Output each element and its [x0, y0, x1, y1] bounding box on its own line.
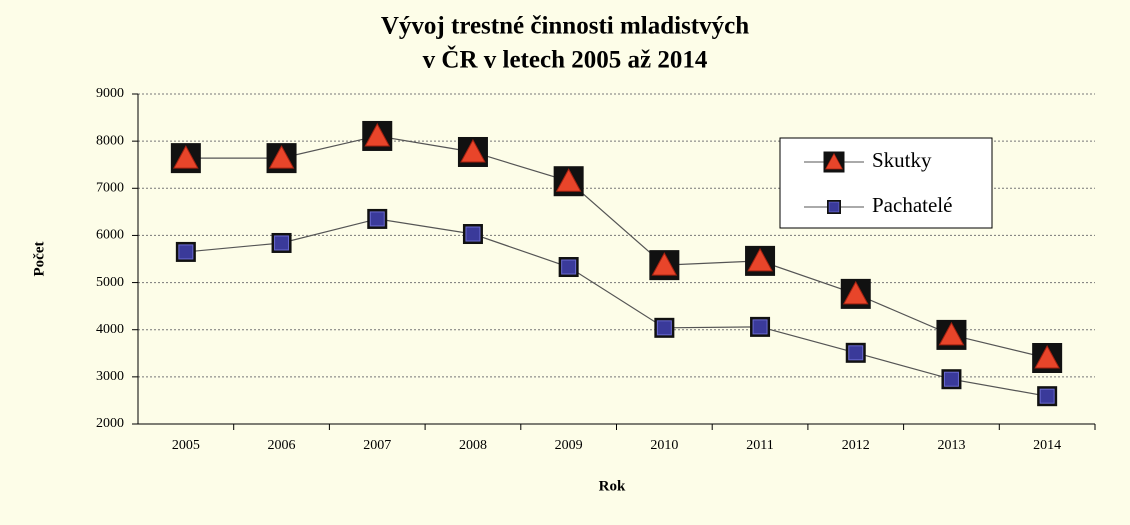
legend-marker	[827, 200, 841, 214]
x-tick-label: 2006	[268, 438, 296, 453]
data-point	[170, 143, 201, 174]
y-tick-label: 7000	[96, 181, 124, 196]
marker-shape	[848, 345, 864, 361]
y-tick-label: 3000	[96, 369, 124, 384]
x-tick-label: 2008	[459, 438, 487, 453]
x-tick-label: 2011	[746, 438, 773, 453]
data-point	[553, 166, 584, 197]
data-point	[362, 120, 393, 151]
data-point	[457, 136, 488, 167]
y-tick-label: 4000	[96, 322, 124, 337]
data-point	[1037, 386, 1058, 407]
data-point	[271, 232, 292, 253]
legend-label: Skutky	[872, 148, 932, 172]
data-point	[1032, 343, 1063, 373]
data-point	[941, 369, 962, 390]
marker-shape	[173, 145, 199, 169]
marker-shape	[943, 371, 959, 387]
data-point	[840, 278, 871, 309]
x-tick-label: 2012	[842, 438, 870, 453]
data-point	[462, 224, 483, 245]
data-point	[654, 317, 675, 338]
series-line	[185, 135, 1048, 359]
marker-shape	[656, 320, 672, 336]
data-point	[750, 316, 771, 337]
marker-shape	[369, 211, 385, 227]
y-tick-label: 9000	[96, 86, 124, 101]
chart-title: Vývoj trestné činnosti mladistvých	[381, 13, 749, 40]
marker-shape	[825, 152, 843, 170]
y-tick-label: 8000	[96, 133, 124, 148]
marker-shape	[1034, 344, 1060, 369]
x-tick-label: 2009	[555, 438, 583, 453]
marker-shape	[364, 122, 391, 147]
marker-shape	[747, 247, 773, 272]
y-tick-label: 2000	[96, 416, 124, 431]
marker-shape	[274, 235, 290, 251]
marker-shape	[561, 259, 577, 275]
marker-shape	[1039, 388, 1055, 404]
y-tick-label: 5000	[96, 275, 124, 290]
y-axis-label: Počet	[31, 242, 47, 277]
marker-shape	[460, 138, 486, 163]
marker-shape	[842, 280, 869, 305]
legend-label: Pachatelé	[872, 193, 952, 217]
marker-shape	[555, 168, 582, 192]
marker-shape	[465, 226, 481, 242]
data-point	[845, 342, 866, 363]
chart-title: v ČR v letech 2005 až 2014	[423, 45, 708, 74]
x-tick-label: 2013	[937, 438, 965, 453]
series-line	[185, 218, 1048, 397]
marker-shape	[828, 201, 840, 213]
x-tick-label: 2010	[650, 438, 678, 453]
data-point	[558, 257, 579, 278]
marker-shape	[938, 321, 965, 346]
data-point	[745, 245, 776, 276]
data-point	[936, 319, 967, 350]
marker-shape	[651, 252, 678, 276]
marker-shape	[752, 319, 768, 335]
marker-shape	[268, 145, 295, 169]
legend-box	[779, 137, 993, 229]
data-point	[367, 208, 388, 229]
x-tick-label: 2014	[1033, 438, 1061, 453]
x-axis-label: Rok	[599, 478, 626, 494]
data-point	[649, 250, 680, 281]
legend-marker	[823, 151, 845, 173]
data-point	[175, 241, 196, 262]
y-tick-label: 6000	[96, 228, 124, 243]
x-tick-label: 2005	[172, 438, 200, 453]
marker-shape	[178, 244, 194, 260]
x-tick-label: 2007	[363, 438, 391, 453]
data-point	[266, 143, 297, 174]
